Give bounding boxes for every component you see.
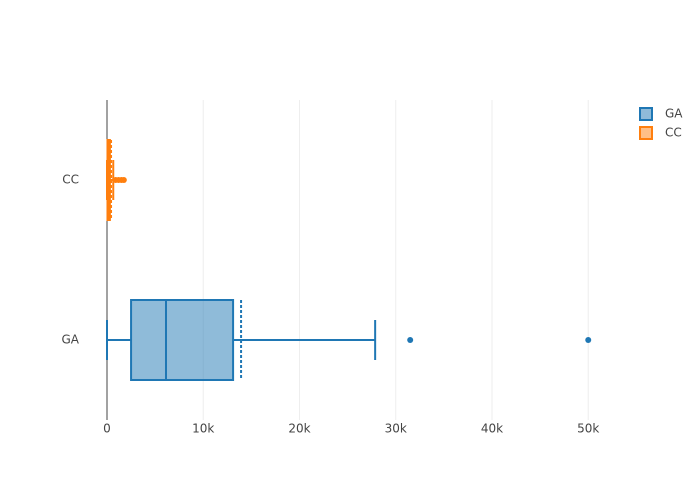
- legend-label[interactable]: GA: [665, 107, 683, 121]
- x-tick-label: 30k: [385, 422, 407, 436]
- y-tick-label: GA: [61, 333, 79, 347]
- legend-label[interactable]: CC: [665, 126, 682, 140]
- x-tick-label: 50k: [577, 422, 599, 436]
- y-tick-label: CC: [62, 173, 79, 187]
- box: [130, 299, 235, 381]
- outlier: [585, 337, 592, 343]
- legend-swatch[interactable]: [639, 107, 653, 121]
- x-tick-label: 10k: [192, 422, 214, 436]
- x-tick-label: 0: [103, 422, 111, 436]
- legend-swatch[interactable]: [639, 126, 653, 140]
- outlier: [407, 337, 414, 343]
- x-tick-label: 20k: [288, 422, 310, 436]
- x-tick-label: 40k: [481, 422, 503, 436]
- outlier: [120, 177, 127, 183]
